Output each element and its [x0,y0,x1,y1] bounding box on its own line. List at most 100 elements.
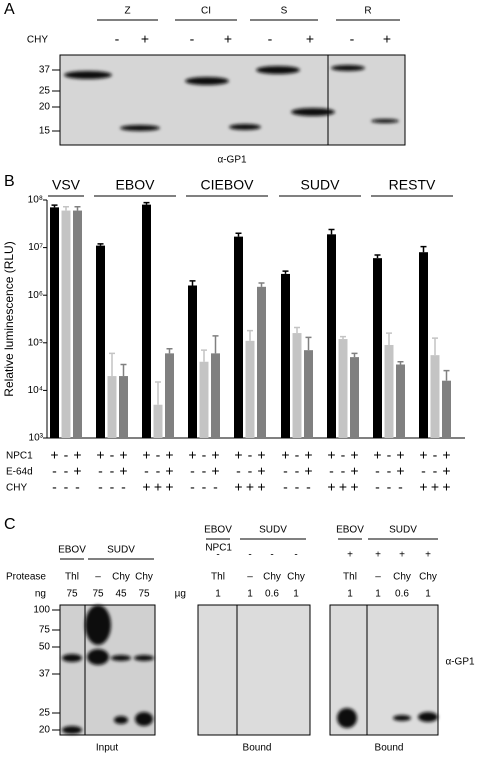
error-bar [351,352,358,358]
error-bar [247,329,253,341]
bar [96,245,105,438]
caption: Bound [243,743,272,754]
sign: + [350,479,358,495]
sign: - [52,479,57,495]
sign: + [96,447,104,463]
sign: + [281,447,289,463]
group-label: Z [124,6,130,17]
y-axis-label: Relative luminescence (RLU) [2,241,16,396]
bar [281,273,290,438]
marker-label: 100 [33,605,50,616]
error-bar [74,206,81,211]
sign: - [213,479,218,495]
amount: 1 [293,589,299,600]
sign: - [387,447,392,463]
error-bar [143,201,150,205]
bar [107,376,117,438]
condition-label: E-64d [6,467,33,478]
sign: + [224,31,232,47]
condition-label: CHY [6,483,27,494]
amount: 1 [347,589,353,600]
sign: + [431,479,439,495]
error-bar [166,347,173,354]
sign: + [396,447,404,463]
y-tick-label: 10⁷ [28,242,43,253]
error-bar [212,335,219,354]
sign: - [270,550,273,561]
sign: + [257,479,265,495]
sign: - [156,463,161,479]
bar [430,355,440,438]
sign: + [396,463,404,479]
group-label: S [281,6,288,17]
condition-label: NPC1 [6,451,33,462]
error-bar [328,228,335,235]
sign: + [211,447,219,463]
error-bar [305,336,312,351]
group-label: SUDV [301,177,341,193]
bar [396,364,405,438]
sign: - [350,31,355,47]
error-bar [386,332,392,345]
sign: - [387,463,392,479]
bar [373,258,382,438]
sign: + [304,447,312,463]
protease: Thl [65,572,79,583]
sign: + [142,479,150,495]
y-tick-label: 10³ [29,433,44,444]
sign: + [327,479,335,495]
protease-label: Protease [6,572,46,583]
sign: - [248,463,253,479]
bar [257,286,266,438]
sign: - [341,463,346,479]
sign: + [373,447,381,463]
sign: - [375,479,380,495]
amount-label: ng [35,589,46,600]
sign: - [64,479,69,495]
sign: + [442,447,450,463]
sign: + [339,479,347,495]
marker-label: 37 [39,65,51,76]
error-bar [443,369,450,381]
panel-label: B [4,173,15,190]
bar [442,380,451,438]
bands-input [62,605,154,734]
bar [292,333,302,438]
bar [327,234,336,438]
error-bar [189,280,196,286]
bar [50,207,59,438]
caption: α-GP1 [217,155,247,166]
sign: - [306,479,311,495]
sign: - [433,463,438,479]
error-bar [432,337,438,356]
group-label: CIEBOV [201,177,255,193]
error-bar [294,326,300,334]
sign: - [268,31,273,47]
protease: Chy [419,572,437,583]
sign: + [165,463,173,479]
bar [61,210,71,438]
marker-label: 25 [39,86,51,97]
amount: 0.6 [395,589,409,600]
sign: + [165,447,173,463]
sign: - [236,463,241,479]
amount: 75 [138,589,150,600]
y-tick-label: 10⁵ [28,337,43,348]
sign: - [294,550,297,561]
sign: - [98,479,103,495]
error-bar [97,243,104,246]
sign: - [283,479,288,495]
error-bar [51,204,58,208]
bar [234,236,243,438]
amount: 45 [115,589,127,600]
error-bar [109,352,115,377]
protease: Chy [135,572,153,583]
group-label: EBOV [204,525,232,536]
sign: + [350,447,358,463]
bar [419,252,428,438]
protease: Thl [211,572,225,583]
sign: + [375,550,381,561]
bar [338,339,348,438]
sign: - [202,463,207,479]
bar [384,344,394,438]
